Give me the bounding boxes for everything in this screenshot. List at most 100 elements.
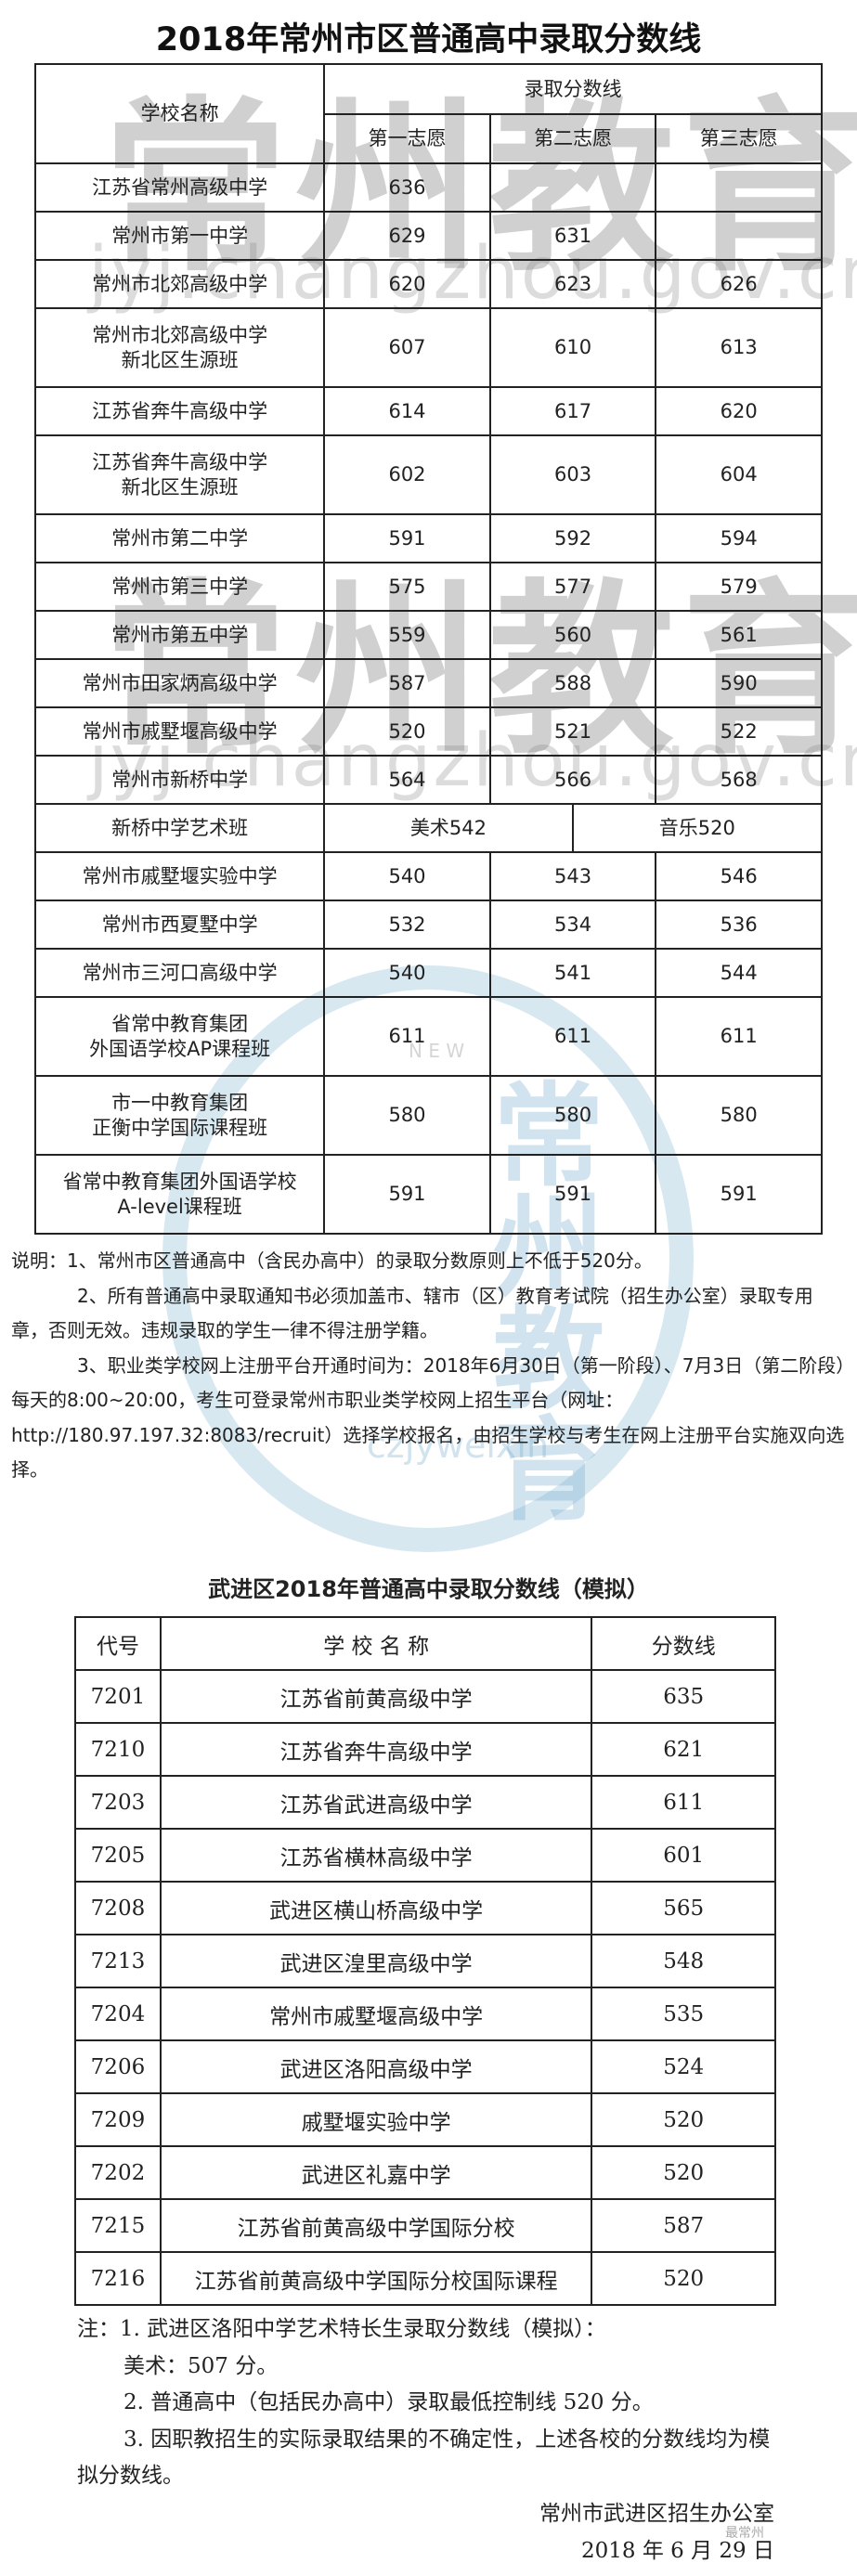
- table-row: 常州市第一中学 629 631: [33, 211, 823, 261]
- table-row: 市一中教育集团 正衡中学国际课程班 580 580 580: [33, 1075, 823, 1156]
- score-cell: 535: [591, 1987, 776, 2041]
- art-score: 美术542: [323, 803, 574, 853]
- table-row: 常州市第五中学 559 560 561: [33, 610, 823, 660]
- wujin-score-table: 代号 学 校 名 称 分数线 7201 江苏省前黄高级中学 635 7210 江苏省奔牛…: [74, 1616, 776, 2306]
- first-choice-score: 591: [323, 1154, 491, 1235]
- note-3: 3、职业类学校网上注册平台开通时间为：2018年6月30日（第一阶段）、7月3日…: [11, 1353, 846, 1482]
- second-choice-score: 631: [488, 211, 657, 261]
- score-cell: 520: [591, 2145, 776, 2200]
- school-name-cell: 常州市新桥中学: [33, 755, 326, 805]
- school-name-cell: 常州市北郊高级中学 新北区生源班: [33, 307, 326, 388]
- wechat-badge: 最常州: [725, 2526, 764, 2541]
- first-choice-score: 532: [323, 900, 491, 950]
- school-name-line: 常州市第五中学: [111, 623, 249, 646]
- school-name-cell: 江苏省奔牛高级中学 新北区生源班: [33, 434, 326, 515]
- table-row: 7206 武进区洛阳高级中学 524: [74, 2039, 776, 2094]
- table-row: 常州市西夏墅中学 532 534 536: [33, 900, 823, 950]
- second-choice-score: 541: [488, 948, 657, 998]
- second-choice-score: 603: [488, 434, 657, 515]
- table-row: 7210 江苏省奔牛高级中学 621: [74, 1722, 776, 1777]
- code-cell: 7210: [74, 1722, 162, 1777]
- school-name-line: 省常中教育集团外国语学校: [62, 1170, 297, 1193]
- note-3: 3. 因职教招生的实际录取结果的不确定性，上述各校的分数线均为模拟分数线。: [77, 2427, 771, 2489]
- school-name-line: 江苏省常州高级中学: [92, 175, 268, 199]
- third-choice-score: [655, 211, 823, 261]
- table-row: 常州市田家炳高级中学 587 588 590: [33, 658, 823, 708]
- school-name-line: 江苏省奔牛高级中学: [92, 450, 268, 473]
- header-score-group: 录取分数线: [323, 63, 823, 115]
- score-cell: 520: [591, 2251, 776, 2306]
- school-name-cell: 常州市第二中学: [33, 513, 326, 563]
- school-name-cell: 戚墅堰实验中学: [159, 2092, 593, 2147]
- school-name-line: 常州市田家炳高级中学: [82, 671, 278, 694]
- first-choice-score: 636: [323, 162, 491, 213]
- first-choice-score: 587: [323, 658, 491, 708]
- third-choice-score: 522: [655, 706, 823, 757]
- code-cell: 7216: [74, 2251, 162, 2306]
- code-cell: 7201: [74, 1669, 162, 1724]
- code-cell: 7215: [74, 2198, 162, 2253]
- table-row: 江苏省奔牛高级中学 新北区生源班 602 603 604: [33, 434, 823, 515]
- school-name-cell: 江苏省奔牛高级中学: [159, 1722, 593, 1777]
- school-name-cell: 常州市戚墅堰实验中学: [33, 851, 326, 901]
- code-cell: 7204: [74, 1987, 162, 2041]
- first-choice-score: 575: [323, 562, 491, 612]
- header-school-name: 学 校 名 称: [159, 1616, 593, 1671]
- school-name-cell: 江苏省奔牛高级中学: [33, 386, 326, 436]
- score-cell: 565: [591, 1881, 776, 1935]
- header-school-name: 学校名称: [33, 63, 326, 164]
- first-choice-score: 614: [323, 386, 491, 436]
- table-row: 7201 江苏省前黄高级中学 635: [74, 1669, 776, 1724]
- first-choice-score: 540: [323, 948, 491, 998]
- school-name-line: 江苏省奔牛高级中学: [92, 399, 268, 422]
- code-cell: 7202: [74, 2145, 162, 2200]
- school-name-line: 正衡中学国际课程班: [92, 1116, 268, 1139]
- second-choice-score: [488, 162, 657, 213]
- school-name-line: 新桥中学艺术班: [111, 816, 249, 839]
- school-name-cell: 常州市第三中学: [33, 562, 326, 612]
- third-choice-score: 591: [655, 1154, 823, 1235]
- school-name-line: 常州市新桥中学: [111, 768, 249, 791]
- school-name-line: 新北区生源班: [121, 475, 239, 498]
- third-choice-score: 594: [655, 513, 823, 563]
- table-row: 江苏省奔牛高级中学 614 617 620: [33, 386, 823, 436]
- school-name-line: 常州市戚墅堰实验中学: [82, 864, 278, 887]
- table-row: 7202 武进区礼嘉中学 520: [74, 2145, 776, 2200]
- third-choice-score: 590: [655, 658, 823, 708]
- signature-date: 2018 年 6 月 29 日: [581, 2539, 774, 2563]
- score-cell: 621: [591, 1722, 776, 1777]
- note-1-art: 美术：507 分。: [123, 2353, 279, 2378]
- table-row: 常州市北郊高级中学 620 623 626: [33, 259, 823, 309]
- signature-office: 常州市武进区招生办公室: [539, 2502, 774, 2526]
- table-row: 江苏省常州高级中学 636: [33, 162, 823, 213]
- table-row: 常州市戚墅堰高级中学 520 521 522: [33, 706, 823, 757]
- third-choice-score: 580: [655, 1075, 823, 1156]
- school-name-cell: 常州市第五中学: [33, 610, 326, 660]
- note-2: 2. 普通高中（包括民办高中）录取最低控制线 520 分。: [123, 2390, 654, 2414]
- school-name-line: 常州市第一中学: [111, 224, 249, 247]
- third-choice-score: 544: [655, 948, 823, 998]
- notes-section-1: 说明：1、常州市区普通高中（含民办高中）的录取分数原则上不低于520分。 2、所…: [11, 1244, 847, 1488]
- school-name-cell: 江苏省武进高级中学: [159, 1775, 593, 1830]
- school-name-cell: 武进区湟里高级中学: [159, 1934, 593, 1988]
- note-1: 说明：1、常州市区普通高中（含民办高中）的录取分数原则上不低于520分。: [11, 1249, 653, 1272]
- second-choice-score: 611: [488, 996, 657, 1077]
- third-choice-score: 546: [655, 851, 823, 901]
- second-choice-score: 566: [488, 755, 657, 805]
- code-cell: 7208: [74, 1881, 162, 1935]
- score-cell: 548: [591, 1934, 776, 1988]
- second-choice-score: 580: [488, 1075, 657, 1156]
- table-row: 7213 武进区湟里高级中学 548: [74, 1934, 776, 1988]
- school-name-cell: 常州市戚墅堰高级中学: [159, 1987, 593, 2041]
- code-cell: 7209: [74, 2092, 162, 2147]
- first-choice-score: 520: [323, 706, 491, 757]
- table-row: 7216 江苏省前黄高级中学国际分校国际课程 520: [74, 2251, 776, 2306]
- school-name-cell: 常州市第一中学: [33, 211, 326, 261]
- school-name-line: 市一中教育集团: [111, 1091, 249, 1114]
- second-choice-score: 543: [488, 851, 657, 901]
- school-name-line: 常州市三河口高级中学: [82, 961, 278, 984]
- school-name-line: 常州市北郊高级中学: [92, 272, 268, 295]
- score-cell: 635: [591, 1669, 776, 1724]
- school-name-line: 常州市第二中学: [111, 526, 249, 550]
- school-name-line: 常州市西夏墅中学: [101, 913, 258, 936]
